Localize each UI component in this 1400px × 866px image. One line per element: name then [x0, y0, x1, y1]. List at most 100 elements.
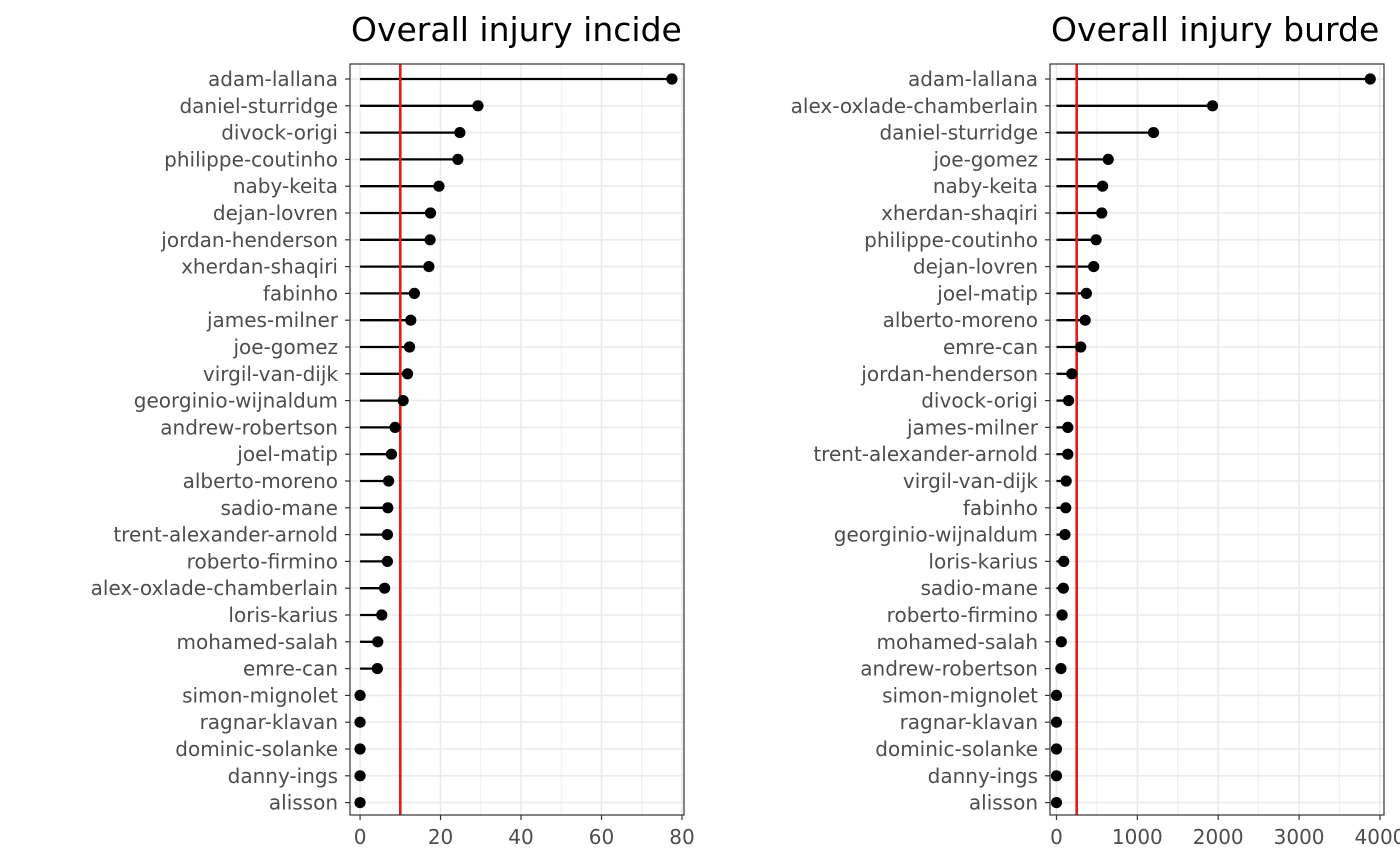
- y-tick-label: james-milner: [906, 415, 1039, 439]
- lollipop-point: [1050, 716, 1063, 728]
- y-tick-label: adam-lallana: [908, 67, 1038, 91]
- y-tick-label: trent-alexander-arnold: [813, 442, 1038, 466]
- lollipop-point: [383, 475, 395, 487]
- x-tick-label: 4000: [1355, 825, 1400, 849]
- lollipop-point: [1206, 100, 1219, 112]
- lollipop-point: [1090, 234, 1102, 246]
- y-tick-label: roberto-firmino: [887, 603, 1038, 627]
- lollipop-point: [379, 582, 391, 594]
- lollipop-point: [1075, 341, 1087, 353]
- x-tick-label: 1000: [1112, 825, 1163, 849]
- lollipop-point: [423, 261, 435, 273]
- lollipop-point: [405, 314, 417, 326]
- y-tick-label: divock-origi: [221, 121, 338, 145]
- y-tick-label: james-milner: [206, 308, 339, 332]
- chart-panel-2: Overall injury burde adam-lallana alex-oxl…: [791, 10, 1400, 849]
- lollipop-point: [1050, 770, 1063, 782]
- y-tick-label: simon-mignolet: [882, 683, 1038, 707]
- y-tick-label: daniel-sturridge: [879, 121, 1038, 145]
- y-tick-label: roberto-firmino: [187, 549, 338, 573]
- x-tick-label: 2000: [1193, 825, 1244, 849]
- lollipop-point: [1062, 448, 1074, 460]
- y-tick-label: sadio-mane: [921, 576, 1038, 600]
- y-tick-label: georginio-wijnaldum: [134, 389, 338, 413]
- lollipop-point: [376, 609, 388, 621]
- y-tick-label: fabinho: [963, 496, 1038, 520]
- y-tick-label: dominic-solanke: [875, 737, 1038, 761]
- y-tick-label: simon-mignolet: [182, 683, 338, 707]
- y-tick-label: loris-karius: [228, 603, 338, 627]
- y-tick-label: alisson: [269, 791, 338, 815]
- lollipop-point: [1147, 127, 1160, 139]
- lollipop-point: [381, 529, 394, 541]
- y-tick-label: philippe-coutinho: [864, 228, 1038, 252]
- lollipop-point: [1096, 180, 1109, 192]
- chart-panel-1: Overall injury incide adam-lallana daniel-…: [91, 10, 695, 849]
- lollipop-point: [1050, 797, 1063, 809]
- lollipop-point: [424, 234, 436, 246]
- y-tick-label: alberto-moreno: [183, 469, 338, 493]
- y-tick-label: xherdan-shaqiri: [881, 201, 1038, 225]
- y-tick-label: dominic-solanke: [175, 737, 338, 761]
- lollipop-point: [1060, 502, 1072, 514]
- y-tick-label: alberto-moreno: [883, 308, 1038, 332]
- y-tick-label: emre-can: [943, 335, 1038, 359]
- y-tick-label: ragnar-klavan: [200, 710, 338, 734]
- lollipop-point: [1050, 689, 1063, 702]
- y-tick-label: naby-keita: [233, 174, 338, 198]
- y-tick-label: emre-can: [243, 657, 338, 681]
- lollipop-point: [382, 502, 394, 514]
- lollipop-point: [1063, 395, 1075, 407]
- x-tick-label: 0: [354, 825, 367, 849]
- lollipop-point: [1055, 663, 1067, 675]
- lollipop-point: [354, 716, 366, 728]
- lollipop-point: [401, 368, 414, 380]
- lollipop-point: [1062, 421, 1074, 433]
- y-tick-label: fabinho: [263, 281, 338, 305]
- lollipop-point: [354, 770, 366, 782]
- y-tick-label: dejan-lovren: [213, 201, 338, 225]
- lollipop-point: [385, 448, 398, 460]
- chart-title: Overall injury burde: [1051, 10, 1379, 49]
- y-tick-label: georginio-wijnaldum: [834, 523, 1038, 547]
- lollipop-point: [1057, 582, 1069, 594]
- y-tick-label: adam-lallana: [208, 67, 338, 91]
- y-tick-label: andrew-robertson: [860, 657, 1038, 681]
- lollipop-point: [389, 421, 401, 433]
- lollipop-point: [452, 153, 464, 165]
- y-tick-label: danny-ings: [228, 764, 338, 788]
- y-tick-label: virgil-van-dijk: [203, 362, 339, 386]
- lollipop-point: [1079, 314, 1091, 326]
- lollipop-point: [1080, 287, 1092, 299]
- lollipop-point: [354, 743, 366, 755]
- lollipop-point: [666, 73, 678, 85]
- y-tick-label: alex-oxlade-chamberlain: [91, 576, 338, 600]
- lollipop-point: [424, 207, 437, 219]
- panel-border: [1049, 63, 1385, 816]
- x-tick-label: 60: [589, 825, 614, 849]
- lollipop-point: [1088, 261, 1100, 273]
- lollipop-point: [354, 689, 366, 702]
- x-tick-label: 0: [1050, 825, 1063, 849]
- lollipop-point: [1096, 207, 1108, 219]
- y-tick-label: alex-oxlade-chamberlain: [791, 94, 1038, 118]
- y-tick-label: loris-karius: [928, 549, 1038, 573]
- y-tick-label: joe-gomez: [932, 147, 1038, 171]
- lollipop-point: [472, 100, 484, 112]
- y-tick-label: joe-gomez: [232, 335, 338, 359]
- lollipop-point: [1059, 529, 1071, 541]
- y-tick-label: philippe-coutinho: [164, 147, 338, 171]
- y-tick-label: jordan-henderson: [860, 362, 1038, 386]
- lollipop-point: [1364, 73, 1376, 85]
- lollipop-point: [433, 180, 445, 192]
- y-tick-label: virgil-van-dijk: [903, 469, 1039, 493]
- y-tick-label: andrew-robertson: [160, 415, 338, 439]
- y-tick-label: sadio-mane: [221, 496, 338, 520]
- chart-title: Overall injury incide: [351, 10, 682, 49]
- y-tick-label: mohamed-salah: [876, 630, 1038, 654]
- y-tick-label: joel-matip: [936, 281, 1038, 305]
- y-tick-label: joel-matip: [236, 442, 338, 466]
- y-tick-label: jordan-henderson: [160, 228, 338, 252]
- lollipop-point: [1102, 153, 1114, 165]
